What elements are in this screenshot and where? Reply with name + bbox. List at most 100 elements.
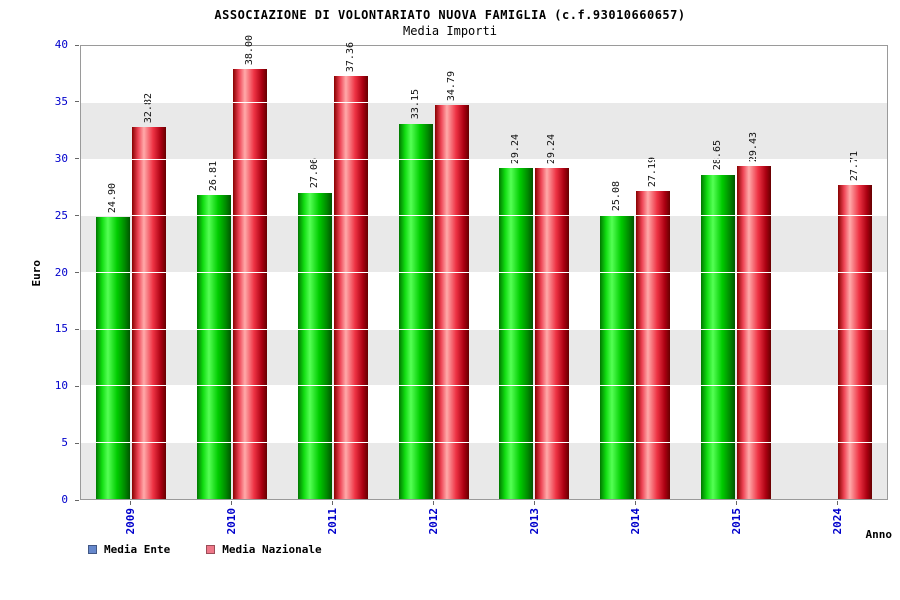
x-tick-label: 2010 — [224, 508, 238, 535]
bar-value-label: 26.81 — [208, 161, 220, 192]
y-tick-mark — [75, 499, 79, 501]
bar-media-ente-2010: 26.81 — [197, 161, 232, 499]
bar-value-label: 38.00 — [244, 34, 256, 65]
x-tick-mark — [231, 501, 232, 505]
x-axis-cell-2010: 2010 — [181, 501, 282, 535]
bar-value-label: 25.08 — [611, 180, 623, 211]
y-tick-label: 40 — [54, 38, 68, 51]
bar-group-2010: 26.81 38.00 — [182, 35, 283, 499]
y-axis: 0 5 10 15 20 25 30 35 40 — [0, 38, 80, 506]
x-tick-mark — [534, 501, 535, 505]
bar-media-nazionale-2024: 27.71 — [837, 151, 872, 499]
y-tick-mark — [75, 328, 79, 330]
y-tick-mark — [75, 158, 79, 160]
bar-group-2011: 27.06 37.36 — [283, 42, 384, 499]
bar-value-label: 27.06 — [308, 158, 320, 189]
y-tick-label: 35 — [54, 94, 68, 108]
gridline — [81, 102, 887, 104]
legend-item-media-nazionale: Media Nazionale — [206, 543, 322, 556]
x-axis-cell-2024: 2024 — [787, 501, 888, 535]
bar-media-nazionale-2012: 34.79 — [434, 71, 469, 499]
bar-media-ente-2009: 24.90 — [96, 183, 131, 499]
gridline — [81, 158, 887, 160]
bar-value-label: 34.79 — [445, 70, 457, 102]
x-axis-cell-2012: 2012 — [383, 501, 484, 535]
chart-title: ASSOCIAZIONE DI VOLONTARIATO NUOVA FAMIG… — [214, 8, 686, 22]
y-tick-mark — [75, 215, 79, 217]
y-tick-mark — [75, 44, 79, 46]
gridline — [81, 441, 887, 443]
bar-value-label: 24.90 — [107, 182, 119, 214]
bar-media-nazionale-2014: 27.19 — [636, 157, 671, 499]
x-tick-mark — [635, 501, 636, 505]
y-tick-mark — [75, 101, 79, 103]
bar-media-nazionale-2009: 32.82 — [132, 93, 167, 499]
x-axis-cell-2013: 2013 — [484, 501, 585, 535]
bar-group-2012: 33.15 34.79 — [383, 46, 484, 499]
bar-value-label: 27.71 — [848, 151, 860, 182]
gridline — [81, 272, 887, 273]
x-axis: 2009 2010 2011 2012 2013 2014 2015 2024 — [80, 501, 888, 535]
bar-group-2013: 29.24 29.24 — [484, 46, 585, 499]
bar-media-ente-2011: 27.06 — [297, 158, 332, 499]
y-tick-mark — [75, 272, 79, 273]
x-tick-label: 2011 — [325, 508, 339, 535]
y-tick-label: 20 — [54, 265, 68, 279]
bar-value-label: 32.82 — [143, 93, 155, 124]
bar-media-ente-2012: 33.15 — [398, 89, 433, 499]
x-axis-title: Anno — [865, 528, 893, 541]
bar-media-nazionale-2010: 38.00 — [233, 35, 268, 499]
x-tick-label: 2024 — [830, 508, 844, 535]
legend-label: Media Nazionale — [222, 543, 322, 556]
bar-value-label: 29.43 — [747, 131, 759, 162]
legend-item-media-ente: Media Ente — [88, 543, 170, 556]
y-tick-mark — [75, 385, 79, 387]
x-tick-mark — [332, 501, 333, 505]
bar-group-2014: 25.08 27.19 — [585, 46, 686, 499]
x-tick-label: 2012 — [426, 508, 440, 535]
x-tick-label: 2015 — [729, 508, 743, 535]
bar-media-nazionale-2011: 37.36 — [333, 42, 368, 499]
x-tick-mark — [837, 501, 838, 505]
bar-group-2024: 27.71 — [786, 46, 887, 499]
x-tick-label: 2013 — [527, 508, 541, 535]
bar-value-label: 37.36 — [344, 41, 356, 72]
legend-swatch — [206, 545, 216, 554]
legend: Media Ente Media Nazionale — [88, 543, 322, 556]
bar-value-label: 28.65 — [711, 140, 723, 171]
bar-media-nazionale-2013: 29.24 — [535, 134, 570, 499]
x-axis-cell-2014: 2014 — [585, 501, 686, 535]
y-tick-label: 5 — [61, 436, 68, 450]
y-tick-mark — [75, 442, 79, 444]
y-tick-label: 25 — [54, 208, 68, 222]
legend-swatch — [88, 545, 97, 554]
bar-media-nazionale-2015: 29.43 — [736, 132, 771, 499]
x-tick-label: 2014 — [628, 508, 642, 535]
legend-label: Media Ente — [104, 543, 171, 556]
gridline — [81, 215, 887, 217]
y-tick-label: 15 — [54, 322, 68, 336]
bar-groups: 24.90 32.82 26.81 38.00 27.06 37.36 33.15 34.79… — [81, 35, 887, 499]
bar-group-2009: 24.90 32.82 — [81, 46, 182, 499]
x-axis-cell-2015: 2015 — [686, 501, 787, 535]
y-tick-label: 30 — [54, 151, 68, 165]
x-tick-mark — [130, 501, 131, 505]
x-axis-cell-2011: 2011 — [282, 501, 383, 535]
gridline — [81, 385, 887, 387]
bar-media-ente-2014: 25.08 — [600, 181, 635, 499]
y-tick-label: 10 — [54, 379, 68, 393]
x-axis-cell-2009: 2009 — [80, 501, 181, 535]
x-tick-mark — [433, 501, 434, 505]
bar-group-2015: 28.65 29.43 — [686, 46, 787, 499]
chart-subtitle: Media Importi — [403, 24, 497, 38]
y-tick-label: 0 — [61, 493, 68, 506]
bar-value-label: 27.19 — [647, 156, 659, 188]
bar-media-ente-2013: 29.24 — [499, 134, 534, 499]
gridline — [81, 328, 887, 330]
plot-area: 24.90 32.82 26.81 38.00 27.06 37.36 33.15 34.79… — [80, 35, 888, 500]
x-tick-mark — [736, 501, 737, 505]
bar-media-ente-2015: 28.65 — [700, 140, 735, 499]
x-tick-label: 2009 — [123, 508, 137, 535]
bar-value-label: 33.15 — [409, 89, 421, 120]
